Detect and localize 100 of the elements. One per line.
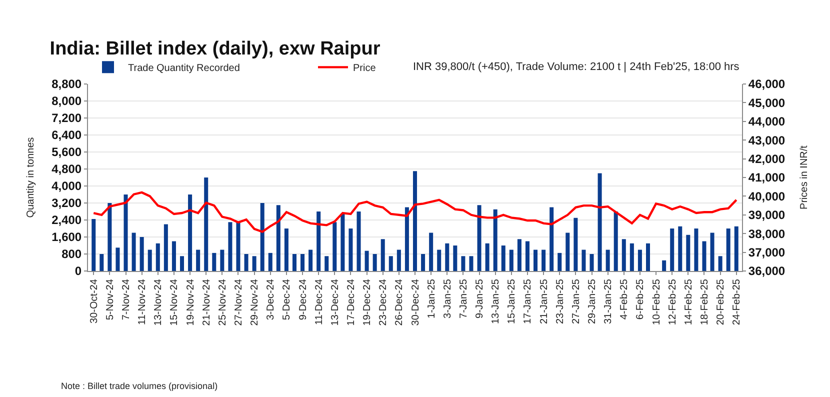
x-tick-label: 6-Feb-25 — [635, 278, 646, 320]
bar — [196, 250, 200, 271]
x-tick-label: 29-Nov-24 — [250, 278, 261, 326]
x-tick-label: 5-Nov-24 — [104, 278, 116, 320]
bar — [388, 256, 393, 271]
bar — [284, 228, 288, 271]
x-tick-label: 10-Feb-25 — [651, 278, 662, 326]
bar — [598, 173, 602, 271]
legend-label: Price — [353, 63, 376, 74]
bar — [140, 237, 144, 271]
x-tick-label: 5-Dec-24 — [282, 278, 293, 320]
text: INR 39,800/t (+450), Trade Volume: 2100 t | 24th Feb'25, 18:00 hrs — [413, 61, 740, 73]
bar — [276, 205, 280, 271]
x-tick-label: 13-Dec-24 — [330, 278, 341, 326]
x-tick-label: 20-Feb-25 — [716, 278, 727, 326]
y-tick-label: 3,200 — [52, 196, 82, 210]
text: Note : Billet trade volumes (provisional) — [61, 381, 218, 391]
bar — [244, 254, 248, 271]
bar — [646, 243, 650, 271]
x-tick-label: 25-Nov-24 — [217, 278, 228, 326]
bar — [252, 256, 256, 271]
bar — [566, 232, 570, 271]
bar — [356, 212, 361, 271]
y2-tick-label: 40,000 — [748, 189, 786, 204]
bar — [493, 209, 498, 271]
bar — [308, 250, 313, 271]
bar — [630, 243, 634, 271]
bar — [148, 250, 152, 271]
y-tick-label: 8,800 — [52, 77, 82, 92]
bar — [300, 254, 305, 271]
bar — [606, 250, 610, 271]
x-tick-label: 11-Nov-24 — [137, 278, 148, 325]
x-tick-label: 9-Dec-24 — [298, 278, 309, 320]
x-tick-label: 14-Feb-25 — [683, 278, 694, 326]
bar — [662, 260, 666, 271]
bar — [92, 218, 96, 271]
bar — [429, 232, 434, 271]
bar — [324, 256, 329, 271]
bar — [453, 246, 458, 271]
chart-title: India: Billet index (daily), exw Raipur — [50, 38, 381, 60]
bar — [156, 243, 160, 271]
bar — [686, 234, 690, 271]
bar — [100, 254, 104, 271]
bar — [670, 228, 674, 271]
bar — [108, 203, 112, 271]
x-tick-label: 19-Nov-24 — [185, 278, 196, 326]
x-tick-label: 29-Jan-25 — [587, 278, 598, 324]
bar — [710, 232, 714, 271]
bar — [180, 256, 184, 271]
y2-tick-label: 44,000 — [748, 114, 786, 129]
y-tick-label: 800 — [62, 247, 82, 262]
bar — [364, 250, 369, 271]
bar — [332, 222, 337, 271]
y-tick-label: 2,400 — [52, 213, 82, 228]
x-tick-label: 27-Nov-24 — [233, 278, 244, 326]
bar — [132, 232, 136, 271]
y-tick-label: 4,000 — [52, 179, 82, 194]
bar — [124, 194, 128, 271]
bar — [542, 250, 546, 271]
bar — [164, 224, 168, 271]
bar — [316, 212, 321, 271]
y2-tick-label: 41,000 — [748, 170, 786, 185]
x-tick-label: 15-Nov-24 — [169, 278, 180, 326]
y2-axis-title: Prices in INR/t — [798, 145, 810, 210]
bar — [485, 243, 490, 271]
y-tick-label: 4,800 — [52, 162, 82, 176]
x-tick-label: 4-Feb-25 — [619, 278, 630, 320]
bar — [694, 228, 698, 271]
bar — [380, 239, 385, 271]
x-tick-label: 27-Jan-25 — [570, 278, 582, 324]
x-tick-label: 18-Feb-25 — [699, 278, 710, 326]
x-tick-label: 17-Dec-24 — [346, 278, 357, 326]
y-tick-label: 6,400 — [52, 128, 82, 142]
bar — [236, 222, 240, 271]
bar — [574, 218, 578, 271]
bar — [678, 226, 682, 271]
x-tick-label: 3-Dec-24 — [266, 278, 277, 320]
y2-tick-label: 37,000 — [748, 246, 786, 260]
bar — [212, 252, 216, 271]
bar — [525, 241, 530, 271]
bar — [614, 212, 618, 271]
y2-tick-label: 38,000 — [748, 226, 786, 241]
bar — [445, 243, 450, 271]
y-tick-label: 5,600 — [52, 145, 82, 160]
bar — [204, 178, 208, 271]
bar — [469, 256, 474, 271]
y2-tick-label: 45,000 — [748, 96, 786, 110]
bar — [461, 256, 466, 271]
x-tick-label: 3-Jan-25 — [442, 278, 454, 318]
bar — [372, 254, 377, 271]
y-tick-label: 7,200 — [52, 111, 82, 126]
bar — [220, 250, 224, 271]
bar — [260, 203, 264, 271]
bar — [734, 226, 738, 271]
bar — [292, 254, 296, 271]
y2-tick-label: 46,000 — [748, 77, 786, 92]
bar — [172, 241, 176, 271]
bar — [582, 250, 586, 271]
x-tick-label: 12-Feb-25 — [667, 278, 678, 326]
bar — [396, 250, 401, 271]
